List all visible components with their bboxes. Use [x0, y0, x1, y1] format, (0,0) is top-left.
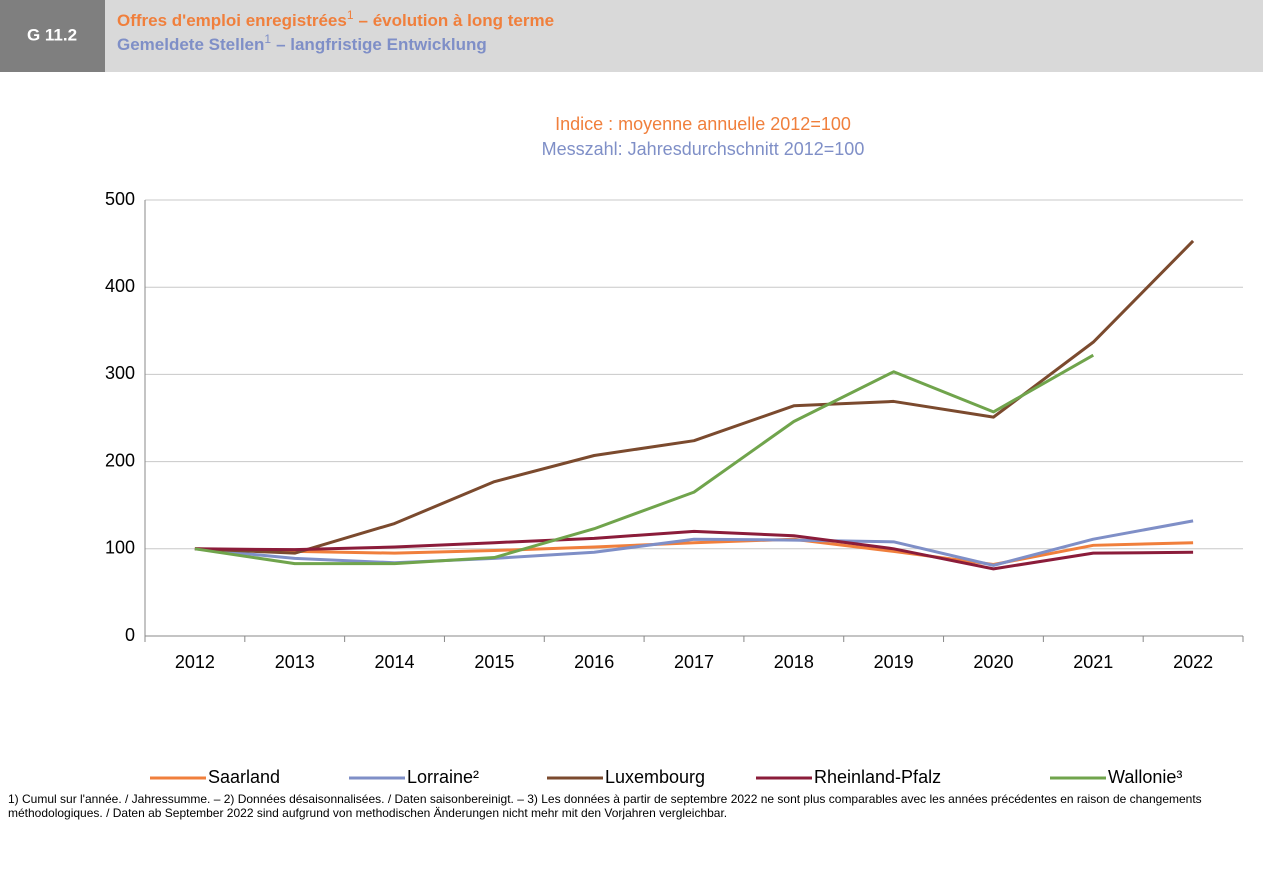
title-text: Offres d'emploi enregistrées [117, 11, 347, 30]
x-tick-label: 2020 [973, 652, 1013, 672]
line-series [194, 529, 1194, 571]
legend-label: Saarland [208, 767, 280, 787]
line-series [194, 519, 1194, 567]
x-tick-label: 2022 [1173, 652, 1213, 672]
y-tick-label: 100 [105, 538, 135, 558]
title-text: Gemeldete Stellen [117, 35, 264, 54]
title-rest: – évolution à long terme [359, 11, 555, 30]
title-note: 1 [347, 8, 354, 22]
title-de: Gemeldete Stellen1 – langfristige Entwick… [117, 32, 487, 54]
title-fr: Offres d'emploi enregistrées1 – évolution… [117, 8, 554, 30]
x-tick-label: 2016 [574, 652, 614, 672]
y-tick-label: 500 [105, 189, 135, 209]
x-tick-label: 2012 [175, 652, 215, 672]
header-code: G 11.2 [27, 25, 77, 44]
x-tick-label: 2018 [774, 652, 814, 672]
x-tick-label: 2019 [874, 652, 914, 672]
legend-label: Rheinland-Pfalz [814, 767, 941, 787]
y-tick-label: 400 [105, 276, 135, 296]
legend-label: Wallonie³ [1108, 767, 1182, 787]
x-tick-label: 2014 [375, 652, 415, 672]
y-tick-label: 0 [125, 625, 135, 645]
line-series [194, 353, 1095, 566]
header-band [0, 0, 1263, 72]
y-tick-label: 300 [105, 363, 135, 383]
title-rest: – langfristige Entwicklung [276, 35, 487, 54]
x-tick-label: 2015 [474, 652, 514, 672]
legend-label: Luxembourg [605, 767, 705, 787]
footnote: 1) Cumul sur l'année. / Jahressumme. – 2… [8, 792, 1202, 820]
header-code-box [0, 0, 105, 72]
x-tick-label: 2021 [1073, 652, 1113, 672]
subtitle: Messzahl: Jahresdurchschnitt 2012=100 [542, 139, 865, 159]
line-series [194, 239, 1195, 555]
y-tick-label: 200 [105, 450, 135, 470]
title-note: 1 [264, 32, 271, 46]
chart: G 11.2 Offres d'emploi enregistrées1– év… [0, 0, 1263, 787]
legend-label: Lorraine² [407, 767, 479, 787]
subtitle: Indice : moyenne annuelle 2012=100 [555, 114, 851, 134]
x-tick-label: 2017 [674, 652, 714, 672]
x-tick-label: 2013 [275, 652, 315, 672]
